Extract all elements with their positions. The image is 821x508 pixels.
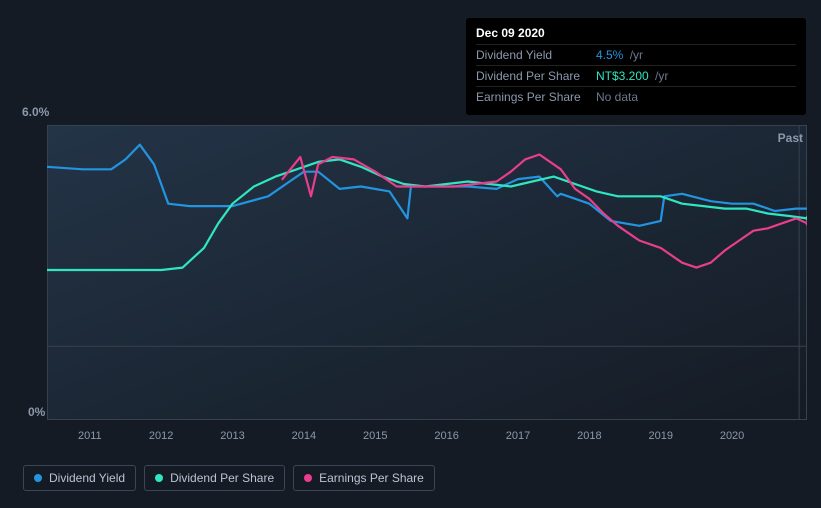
x-tick: 2014 xyxy=(292,430,316,442)
chart-tooltip: Dec 09 2020 Dividend Yield4.5% /yrDivide… xyxy=(466,18,806,115)
tooltip-date: Dec 09 2020 xyxy=(476,26,796,40)
y-tick-min: 0% xyxy=(28,405,45,419)
y-tick-max: 6.0% xyxy=(22,105,49,119)
legend-dot-icon xyxy=(155,474,163,482)
x-tick: 2015 xyxy=(363,430,387,442)
legend-label: Dividend Yield xyxy=(49,471,125,485)
legend-dot-icon xyxy=(304,474,312,482)
chart-svg xyxy=(47,125,807,420)
tooltip-row: Earnings Per ShareNo data xyxy=(476,86,796,107)
chart-plot-area[interactable] xyxy=(47,125,807,420)
legend-label: Dividend Per Share xyxy=(170,471,274,485)
x-tick: 2016 xyxy=(434,430,458,442)
time-range-label: Past xyxy=(778,131,803,145)
legend: Dividend Yield Dividend Per Share Earnings… xyxy=(23,465,435,491)
tooltip-row: Dividend Yield4.5% /yr xyxy=(476,44,796,65)
legend-item[interactable]: Dividend Yield xyxy=(23,465,136,491)
tooltip-row-label: Dividend Yield xyxy=(476,48,596,62)
legend-dot-icon xyxy=(34,474,42,482)
tooltip-row: Dividend Per ShareNT$3.200 /yr xyxy=(476,65,796,86)
x-tick: 2020 xyxy=(720,430,744,442)
x-tick: 2018 xyxy=(577,430,601,442)
tooltip-row-value: NT$3.200 /yr xyxy=(596,69,668,83)
tooltip-row-value: 4.5% /yr xyxy=(596,48,643,62)
legend-item[interactable]: Dividend Per Share xyxy=(144,465,285,491)
legend-item[interactable]: Earnings Per Share xyxy=(293,465,435,491)
x-tick: 2019 xyxy=(648,430,672,442)
legend-label: Earnings Per Share xyxy=(319,471,424,485)
tooltip-row-label: Dividend Per Share xyxy=(476,69,596,83)
tooltip-row-label: Earnings Per Share xyxy=(476,90,596,104)
x-tick: 2011 xyxy=(78,430,102,442)
x-tick: 2013 xyxy=(220,430,244,442)
tooltip-row-value: No data xyxy=(596,90,638,104)
x-axis: 2011 2012 2013 2014 2015 2016 2017 2018 2019 2020 xyxy=(47,430,807,450)
x-tick: 2017 xyxy=(506,430,530,442)
x-tick: 2012 xyxy=(149,430,173,442)
